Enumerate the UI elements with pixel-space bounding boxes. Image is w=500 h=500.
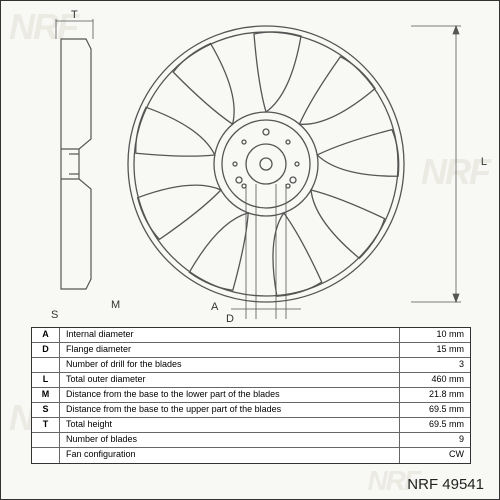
diagram-container: NRF NRF NRF NRF T L M S A D xyxy=(0,0,500,500)
spec-value: 21.8 mm xyxy=(400,388,470,402)
spec-label: Distance from the base to the lower part… xyxy=(60,388,400,402)
spec-value: CW xyxy=(400,448,470,463)
spec-value: 460 mm xyxy=(400,373,470,387)
table-row: Number of blades9 xyxy=(32,433,470,448)
side-profile xyxy=(56,19,93,289)
spec-label: Internal diameter xyxy=(60,328,400,342)
spec-key: S xyxy=(32,403,60,417)
spec-value: 15 mm xyxy=(400,343,470,357)
spec-key: M xyxy=(32,388,60,402)
spec-value: 69.5 mm xyxy=(400,418,470,432)
spec-key: L xyxy=(32,373,60,387)
spec-value: 69.5 mm xyxy=(400,403,470,417)
table-row: SDistance from the base to the upper par… xyxy=(32,403,470,418)
spec-label: Distance from the base to the upper part… xyxy=(60,403,400,417)
part-number: NRF 49541 xyxy=(407,476,484,493)
table-row: MDistance from the base to the lower par… xyxy=(32,388,470,403)
spec-label: Total height xyxy=(60,418,400,432)
spec-label: Fan configuration xyxy=(60,448,400,463)
spec-label: Number of drill for the blades xyxy=(60,358,400,372)
table-row: Fan configurationCW xyxy=(32,448,470,463)
spec-label: Total outer diameter xyxy=(60,373,400,387)
fan-blades xyxy=(134,32,402,300)
spec-key: T xyxy=(32,418,60,432)
spec-value: 9 xyxy=(400,433,470,447)
spec-key xyxy=(32,448,60,463)
spec-key xyxy=(32,433,60,447)
table-row: LTotal outer diameter460 mm xyxy=(32,373,470,388)
table-row: Number of drill for the blades3 xyxy=(32,358,470,373)
dim-label-L: L xyxy=(481,156,487,168)
fan-diagram xyxy=(31,9,471,319)
fan-svg xyxy=(31,9,471,319)
table-row: DFlange diameter15 mm xyxy=(32,343,470,358)
spec-key: A xyxy=(32,328,60,342)
table-row: TTotal height69.5 mm xyxy=(32,418,470,433)
spec-table: AInternal diameter10 mmDFlange diameter1… xyxy=(31,327,471,464)
fan-front xyxy=(128,26,404,302)
spec-key xyxy=(32,358,60,372)
spec-value: 10 mm xyxy=(400,328,470,342)
spec-label: Flange diameter xyxy=(60,343,400,357)
spec-key: D xyxy=(32,343,60,357)
spec-label: Number of blades xyxy=(60,433,400,447)
table-row: AInternal diameter10 mm xyxy=(32,328,470,343)
spec-value: 3 xyxy=(400,358,470,372)
